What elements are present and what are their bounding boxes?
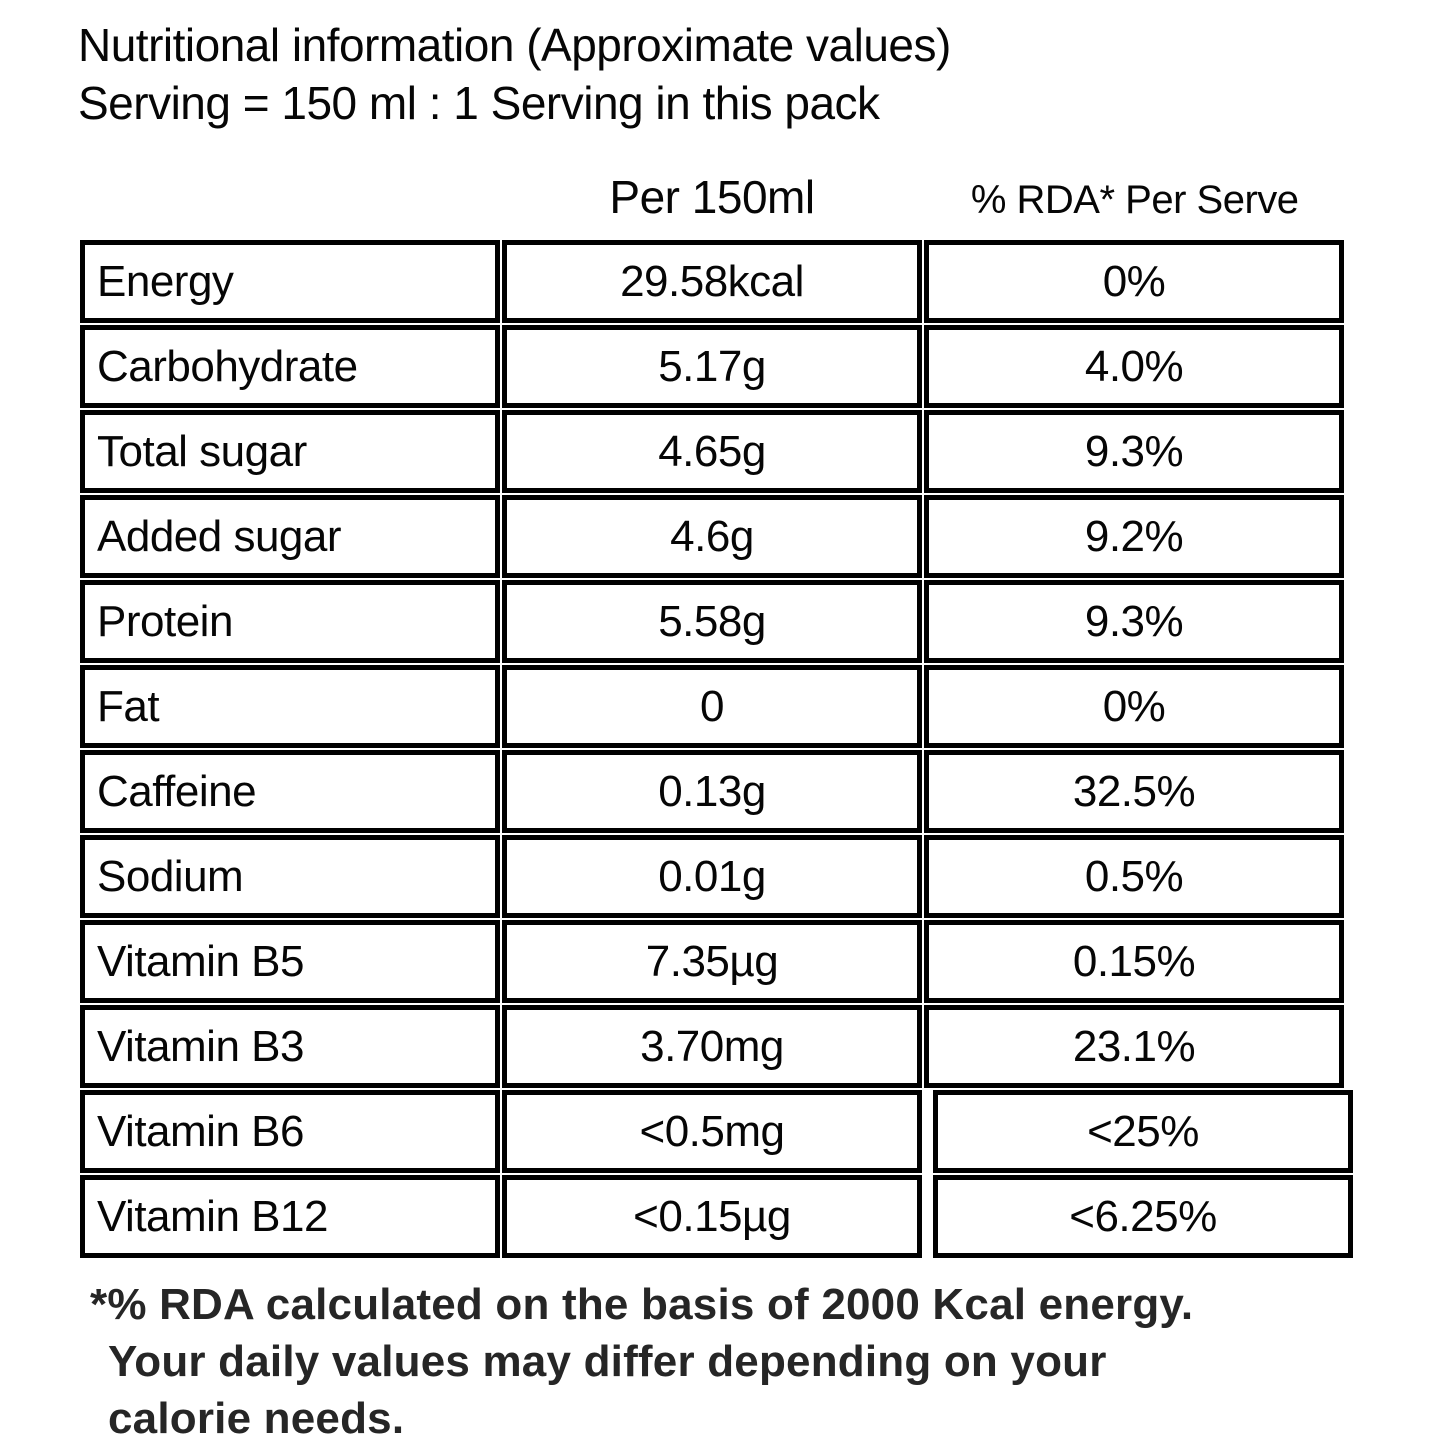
- amount-cell: 4.65g: [502, 410, 922, 493]
- rda-cell: 32.5%: [924, 750, 1344, 833]
- nutrient-cell: Total sugar: [80, 410, 500, 493]
- nutrient-cell: Protein: [80, 580, 500, 663]
- footnote-line: calorie needs.: [108, 1394, 405, 1443]
- nutrient-cell: Vitamin B3: [80, 1005, 500, 1088]
- serving-info: Serving = 150 ml : 1 Serving in this pac…: [78, 77, 880, 129]
- table-row: Protein 5.58g 9.3%: [80, 580, 1344, 663]
- rda-cell: 9.3%: [924, 410, 1344, 493]
- table-row: Vitamin B5 7.35µg 0.15%: [80, 920, 1344, 1003]
- footnote-line: *% RDA calculated on the basis of 2000 K…: [90, 1280, 1194, 1329]
- nutrient-cell: Fat: [80, 665, 500, 748]
- table-row: Energy 29.58kcal 0%: [80, 240, 1344, 323]
- rda-cell: <25%: [933, 1090, 1353, 1173]
- nutrient-cell: Added sugar: [80, 495, 500, 578]
- rda-footnote: *% RDA calculated on the basis of 2000 K…: [90, 1276, 1445, 1445]
- nutrient-cell: Caffeine: [80, 750, 500, 833]
- amount-cell: 7.35µg: [502, 920, 922, 1003]
- amount-cell: 5.58g: [502, 580, 922, 663]
- rda-cell: <6.25%: [933, 1175, 1353, 1258]
- amount-cell: 3.70mg: [502, 1005, 922, 1088]
- amount-cell: 0: [502, 665, 922, 748]
- nutrient-cell: Vitamin B12: [80, 1175, 500, 1258]
- rda-cell: 0.5%: [924, 835, 1344, 918]
- table-row: Vitamin B6 <0.5mg <25%: [80, 1090, 1353, 1173]
- table-row: Fat 0 0%: [80, 665, 1344, 748]
- column-headers: Per 150ml % RDA* Per Serve: [78, 170, 1346, 224]
- rda-cell: 4.0%: [924, 325, 1344, 408]
- rda-cell: 9.3%: [924, 580, 1344, 663]
- label-title: Nutritional information (Approximate val…: [78, 19, 951, 71]
- table-row: Caffeine 0.13g 32.5%: [80, 750, 1344, 833]
- footnote-line: Your daily values may differ depending o…: [108, 1337, 1107, 1386]
- table-row: Vitamin B12 <0.15µg <6.25%: [80, 1175, 1353, 1258]
- nutrient-cell: Energy: [80, 240, 500, 323]
- rda-cell: 0%: [924, 240, 1344, 323]
- nutrient-cell: Sodium: [80, 835, 500, 918]
- column-header-rda: % RDA* Per Serve: [970, 178, 1299, 222]
- rda-cell: 23.1%: [924, 1005, 1344, 1088]
- rda-cell: 0.15%: [924, 920, 1344, 1003]
- amount-cell: <0.15µg: [502, 1175, 922, 1258]
- rda-cell: 0%: [924, 665, 1344, 748]
- nutrition-table-body: Energy 29.58kcal 0% Carbohydrate 5.17g 4…: [80, 240, 1353, 1258]
- amount-cell: 0.13g: [502, 750, 922, 833]
- table-row: Added sugar 4.6g 9.2%: [80, 495, 1344, 578]
- amount-cell: 4.6g: [502, 495, 922, 578]
- rda-cell: 9.2%: [924, 495, 1344, 578]
- nutrition-table: Energy 29.58kcal 0% Carbohydrate 5.17g 4…: [78, 238, 1353, 1260]
- amount-cell: 0.01g: [502, 835, 922, 918]
- table-row: Sodium 0.01g 0.5%: [80, 835, 1344, 918]
- table-row: Carbohydrate 5.17g 4.0%: [80, 325, 1344, 408]
- amount-cell: <0.5mg: [502, 1090, 922, 1173]
- table-row: Total sugar 4.65g 9.3%: [80, 410, 1344, 493]
- amount-cell: 5.17g: [502, 325, 922, 408]
- nutrient-cell: Vitamin B5: [80, 920, 500, 1003]
- nutrient-cell: Carbohydrate: [80, 325, 500, 408]
- column-header-per-serving: Per 150ml: [609, 171, 815, 223]
- nutrient-cell: Vitamin B6: [80, 1090, 500, 1173]
- table-row: Vitamin B3 3.70mg 23.1%: [80, 1005, 1344, 1088]
- amount-cell: 29.58kcal: [502, 240, 922, 323]
